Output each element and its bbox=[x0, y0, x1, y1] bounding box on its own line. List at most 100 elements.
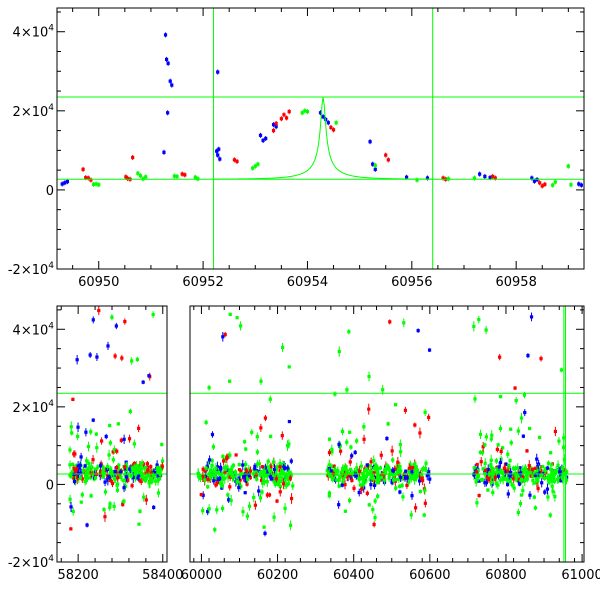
point-marker bbox=[273, 482, 277, 486]
top-green-point bbox=[566, 163, 570, 169]
point-marker bbox=[518, 502, 523, 506]
bottom-point bbox=[542, 475, 547, 481]
point-marker bbox=[489, 458, 493, 462]
point-marker bbox=[415, 469, 420, 473]
point-marker bbox=[402, 321, 406, 325]
bottom-point bbox=[337, 500, 341, 509]
point-marker bbox=[210, 432, 215, 437]
point-marker bbox=[286, 466, 290, 470]
point-marker bbox=[252, 495, 256, 500]
bottom-point bbox=[390, 445, 394, 457]
point-marker bbox=[498, 471, 502, 475]
bottom-point bbox=[494, 457, 498, 464]
point-marker bbox=[384, 153, 388, 157]
point-marker bbox=[364, 474, 369, 479]
point-marker bbox=[81, 469, 85, 473]
bottom-point bbox=[286, 481, 290, 487]
point-marker bbox=[499, 469, 503, 473]
point-marker bbox=[385, 436, 389, 441]
point-marker bbox=[259, 478, 264, 483]
point-marker bbox=[403, 475, 407, 479]
bottom-point bbox=[523, 475, 527, 486]
point-marker bbox=[405, 476, 409, 480]
point-marker bbox=[376, 494, 380, 498]
bottom-point bbox=[160, 442, 164, 447]
point-marker bbox=[243, 440, 247, 444]
point-marker bbox=[91, 458, 95, 462]
bottom-point bbox=[427, 413, 431, 422]
bottom-point bbox=[423, 408, 427, 416]
point-marker bbox=[138, 479, 142, 483]
point-marker bbox=[341, 480, 345, 485]
bottom-point bbox=[263, 466, 267, 477]
bottom-point bbox=[560, 465, 565, 471]
bottom-point bbox=[330, 464, 335, 469]
point-marker bbox=[369, 483, 373, 487]
bottom-point bbox=[259, 377, 263, 385]
point-marker bbox=[359, 464, 363, 468]
point-marker bbox=[262, 525, 266, 529]
point-marker bbox=[343, 483, 347, 487]
point-marker bbox=[358, 483, 363, 487]
bottom-y-tick-label: -2×104 bbox=[8, 554, 54, 571]
point-marker bbox=[334, 121, 338, 125]
point-marker bbox=[144, 175, 148, 179]
bottom-x-tick-label: 60400 bbox=[333, 568, 374, 583]
bottom-point bbox=[342, 476, 346, 481]
bottom-point bbox=[365, 463, 369, 467]
top-panel: 60950 60952 60954 60956 60958 4×104 2×104 0 -2×1… bbox=[8, 7, 585, 290]
point-marker bbox=[76, 464, 80, 468]
bottom-point bbox=[422, 512, 426, 518]
point-marker bbox=[130, 484, 134, 488]
point-marker bbox=[128, 409, 132, 414]
bottom-point bbox=[253, 500, 257, 510]
bottom-point bbox=[211, 443, 216, 451]
point-marker bbox=[268, 475, 272, 479]
point-marker bbox=[89, 471, 93, 475]
bottom-point bbox=[275, 463, 279, 471]
top-blue-point bbox=[216, 69, 220, 75]
bottom-point bbox=[89, 493, 93, 499]
bottom-x-tick-label: 60600 bbox=[409, 568, 450, 583]
point-marker bbox=[247, 473, 252, 477]
bottom-point bbox=[549, 466, 553, 473]
point-marker bbox=[126, 478, 130, 482]
top-blue-point bbox=[65, 179, 70, 185]
point-marker bbox=[343, 464, 347, 469]
point-marker bbox=[275, 465, 279, 469]
bottom-point bbox=[260, 465, 265, 469]
top-red-point bbox=[491, 173, 495, 179]
point-marker bbox=[148, 481, 152, 485]
bottom-point bbox=[255, 476, 259, 482]
bottom-point bbox=[528, 491, 532, 500]
point-marker bbox=[404, 469, 408, 473]
bottom-point bbox=[127, 434, 132, 443]
bottom-point bbox=[235, 316, 239, 320]
point-marker bbox=[558, 470, 562, 474]
point-marker bbox=[239, 484, 243, 488]
point-marker bbox=[276, 482, 280, 487]
point-marker bbox=[484, 468, 488, 473]
bottom-point bbox=[539, 355, 543, 362]
point-marker bbox=[401, 495, 405, 499]
top-red-point bbox=[180, 171, 184, 177]
point-marker bbox=[347, 330, 351, 334]
bottom-point bbox=[509, 427, 513, 431]
point-marker bbox=[398, 466, 402, 470]
bottom-point bbox=[517, 481, 522, 487]
point-marker bbox=[107, 453, 111, 457]
point-marker bbox=[80, 493, 84, 497]
point-marker bbox=[228, 485, 232, 489]
bottom-point bbox=[252, 492, 256, 503]
bottom-point bbox=[506, 482, 510, 487]
bottom-point bbox=[123, 464, 127, 470]
bottom-point bbox=[83, 463, 87, 469]
point-marker bbox=[348, 467, 353, 471]
point-marker bbox=[472, 176, 477, 180]
bottom-point bbox=[272, 512, 276, 523]
bottom-point bbox=[84, 428, 88, 437]
point-marker bbox=[413, 506, 418, 510]
bottom-point bbox=[288, 474, 292, 482]
bottom-point bbox=[215, 505, 219, 515]
